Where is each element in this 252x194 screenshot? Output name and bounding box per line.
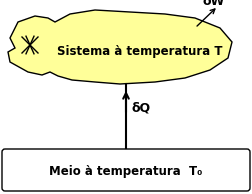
- FancyBboxPatch shape: [2, 149, 249, 191]
- Text: δQ: δQ: [132, 101, 150, 114]
- Polygon shape: [8, 10, 231, 84]
- Text: Meio à temperatura  T₀: Meio à temperatura T₀: [49, 165, 202, 178]
- Text: δW: δW: [202, 0, 224, 8]
- Text: Sistema à temperatura T: Sistema à temperatura T: [57, 46, 222, 59]
